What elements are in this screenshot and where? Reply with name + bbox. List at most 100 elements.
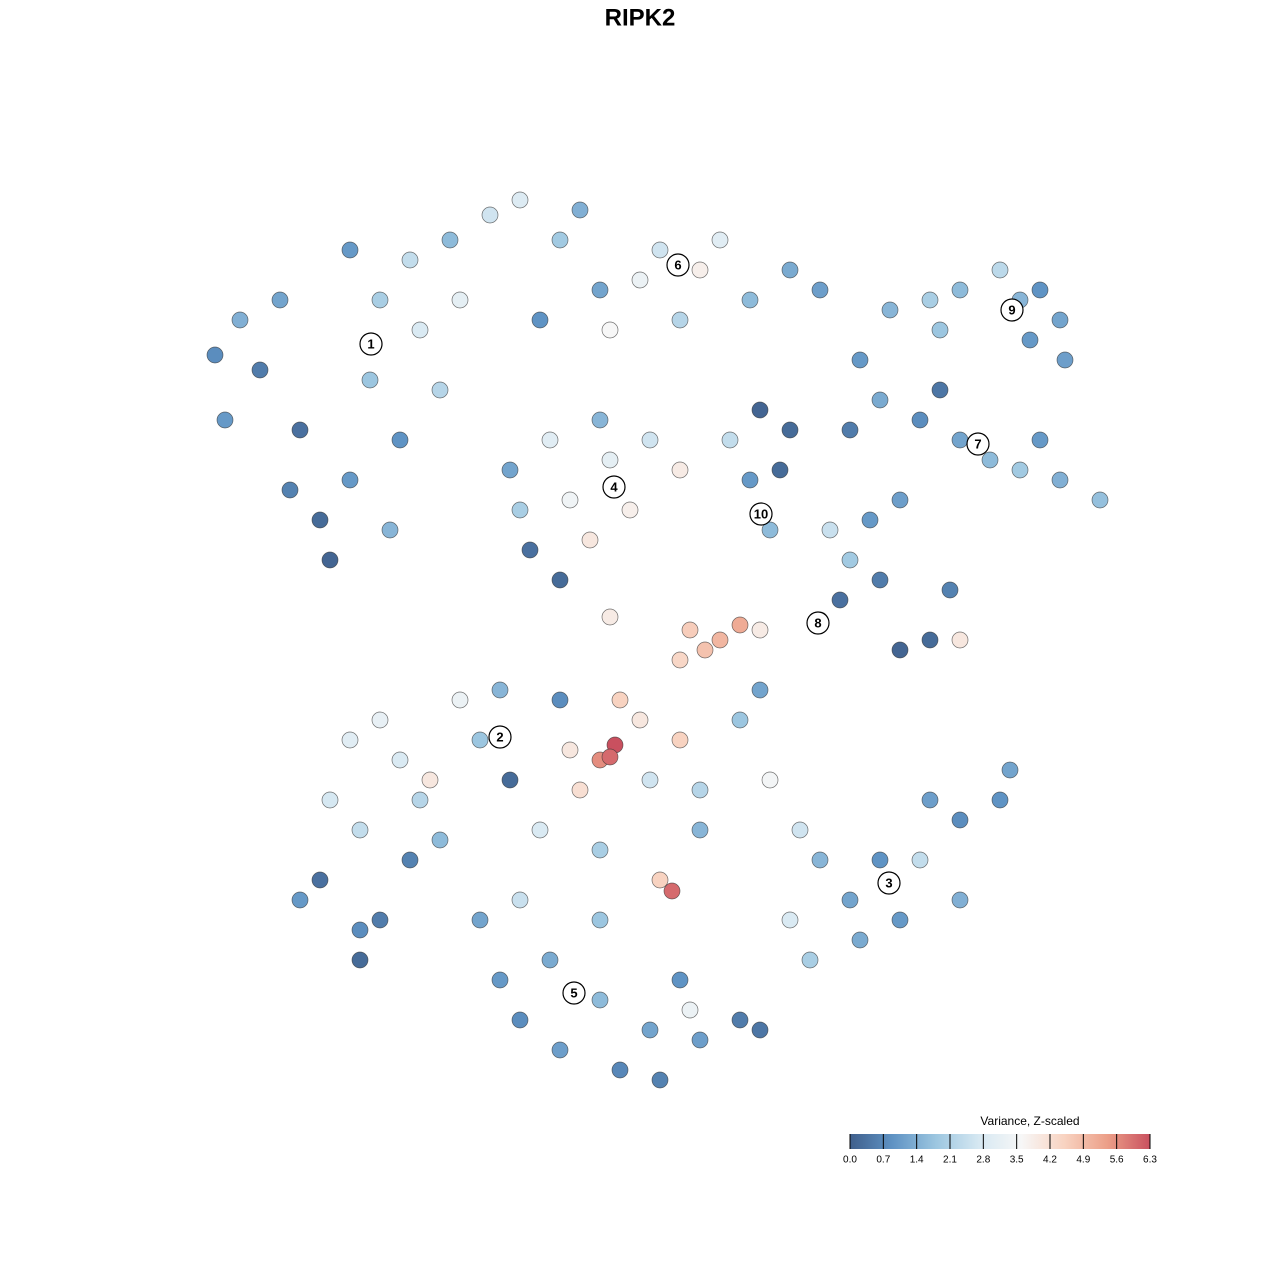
point bbox=[531, 821, 549, 839]
point bbox=[941, 581, 959, 599]
point bbox=[341, 731, 359, 749]
cluster-label: 9 bbox=[1008, 302, 1015, 317]
colorbar-tick-label: 6.3 bbox=[1143, 1155, 1157, 1166]
point bbox=[371, 711, 389, 729]
point bbox=[591, 841, 609, 859]
point bbox=[751, 621, 769, 639]
point bbox=[591, 411, 609, 429]
point bbox=[671, 651, 689, 669]
point bbox=[711, 631, 729, 649]
point bbox=[641, 1021, 659, 1039]
point bbox=[791, 821, 809, 839]
point bbox=[551, 1041, 569, 1059]
point bbox=[611, 691, 629, 709]
point bbox=[931, 381, 949, 399]
colorbar-tick-label: 0.7 bbox=[876, 1155, 890, 1166]
cluster-marker bbox=[806, 611, 830, 635]
point bbox=[911, 851, 929, 869]
point bbox=[871, 571, 889, 589]
point bbox=[391, 751, 409, 769]
point bbox=[1051, 311, 1069, 329]
point bbox=[321, 791, 339, 809]
colorbar-title: Variance, Z-scaled bbox=[980, 1114, 1079, 1128]
cluster-label: 7 bbox=[974, 436, 981, 451]
point bbox=[601, 321, 619, 339]
cluster-marker bbox=[359, 332, 383, 356]
cluster-label: 10 bbox=[754, 506, 768, 521]
point bbox=[231, 311, 249, 329]
point bbox=[891, 911, 909, 929]
point bbox=[351, 951, 369, 969]
point bbox=[561, 741, 579, 759]
point bbox=[311, 511, 329, 529]
point bbox=[411, 321, 429, 339]
point bbox=[591, 281, 609, 299]
point bbox=[711, 231, 729, 249]
point bbox=[451, 291, 469, 309]
point bbox=[641, 431, 659, 449]
cluster-marker bbox=[877, 871, 901, 895]
point bbox=[491, 681, 509, 699]
cluster-label: 8 bbox=[814, 615, 821, 630]
point bbox=[471, 731, 489, 749]
point bbox=[601, 748, 619, 766]
point bbox=[731, 711, 749, 729]
point bbox=[991, 261, 1009, 279]
point bbox=[671, 731, 689, 749]
point bbox=[441, 231, 459, 249]
colorbar-tick-label: 2.1 bbox=[943, 1155, 957, 1166]
colorbar-tick-label: 2.8 bbox=[976, 1155, 990, 1166]
point bbox=[531, 311, 549, 329]
point bbox=[541, 431, 559, 449]
point bbox=[511, 501, 529, 519]
cluster-label: 5 bbox=[570, 985, 577, 1000]
point bbox=[891, 491, 909, 509]
point bbox=[696, 641, 714, 659]
point bbox=[1031, 281, 1049, 299]
point bbox=[891, 641, 909, 659]
point bbox=[216, 411, 234, 429]
point bbox=[811, 281, 829, 299]
point bbox=[691, 1031, 709, 1049]
point bbox=[421, 771, 439, 789]
point bbox=[581, 531, 599, 549]
point bbox=[631, 271, 649, 289]
point bbox=[1001, 761, 1019, 779]
colorbar-tick-label: 0.0 bbox=[843, 1155, 857, 1166]
point bbox=[691, 821, 709, 839]
cluster-marker bbox=[1000, 298, 1024, 322]
point bbox=[651, 871, 669, 889]
colorbar-tick-label: 4.9 bbox=[1076, 1155, 1090, 1166]
point bbox=[611, 1061, 629, 1079]
point bbox=[781, 261, 799, 279]
point bbox=[291, 891, 309, 909]
point bbox=[451, 691, 469, 709]
point bbox=[731, 616, 749, 634]
point bbox=[1056, 351, 1074, 369]
point bbox=[511, 1011, 529, 1029]
point bbox=[871, 851, 889, 869]
points bbox=[206, 191, 1109, 1089]
cluster-label: 2 bbox=[496, 729, 503, 744]
point bbox=[491, 971, 509, 989]
point bbox=[921, 631, 939, 649]
point bbox=[351, 821, 369, 839]
point bbox=[1031, 431, 1049, 449]
colorbar-tick-label: 5.6 bbox=[1110, 1155, 1124, 1166]
cluster-marker bbox=[602, 475, 626, 499]
point bbox=[911, 411, 929, 429]
point bbox=[651, 241, 669, 259]
cluster-marker bbox=[966, 432, 990, 456]
colorbar-tick-label: 1.4 bbox=[910, 1155, 924, 1166]
point bbox=[951, 631, 969, 649]
point bbox=[521, 541, 539, 559]
point bbox=[781, 911, 799, 929]
point bbox=[1051, 471, 1069, 489]
point bbox=[511, 191, 529, 209]
point bbox=[401, 851, 419, 869]
point bbox=[921, 291, 939, 309]
point bbox=[501, 461, 519, 479]
point bbox=[951, 281, 969, 299]
point bbox=[391, 431, 409, 449]
